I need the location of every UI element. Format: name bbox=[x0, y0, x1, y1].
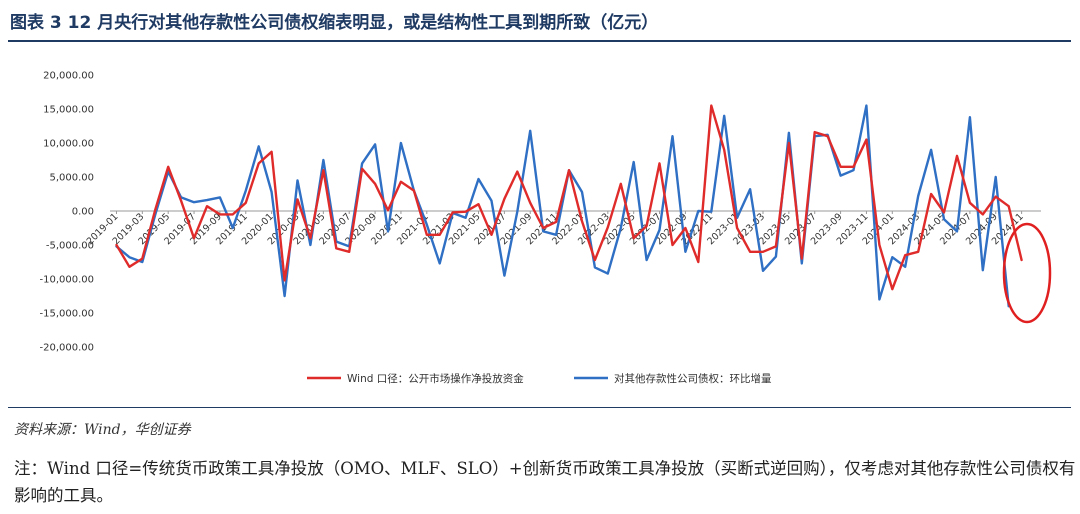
series-line-claims bbox=[115, 104, 1010, 308]
legend-item-wind: Wind 口径：公开市场操作净投放资金 bbox=[347, 372, 524, 385]
legend-item-claims: 对其他存款性公司债权：环比增量 bbox=[614, 372, 772, 385]
y-axis: -20,000.00 -15,000.00 -10,000.00 -5,000.00 0… bbox=[39, 71, 94, 354]
title-rule bbox=[8, 40, 1071, 42]
x-axis: 2019-012019-032019-052019-072019-092019-… bbox=[85, 211, 1026, 247]
y-tick-label: 20,000.00 bbox=[43, 71, 94, 82]
series-line-wind bbox=[115, 104, 1023, 291]
y-tick-label: 10,000.00 bbox=[43, 139, 94, 150]
y-tick-label: -5,000.00 bbox=[46, 241, 94, 252]
note-text: 注：Wind 口径=传统货币政策工具净投放（OMO、MLF、SLO）+创新货币政… bbox=[14, 459, 1076, 505]
figure-title: 图表 3 12 月央行对其他存款性公司债权缩表明显，或是结构性工具到期所致（亿元… bbox=[10, 13, 659, 33]
source-rule bbox=[8, 407, 1071, 408]
line-chart: -20,000.00 -15,000.00 -10,000.00 -5,000.00 0… bbox=[39, 71, 1052, 385]
highlight-ellipse bbox=[1002, 222, 1052, 324]
y-tick-label: -10,000.00 bbox=[39, 275, 94, 286]
chart-legend: Wind 口径：公开市场操作净投放资金 对其他存款性公司债权：环比增量 bbox=[307, 372, 772, 385]
y-tick-label: 15,000.00 bbox=[43, 105, 94, 116]
y-tick-label: -15,000.00 bbox=[39, 309, 94, 320]
source-text: 资料来源：Wind，华创证券 bbox=[14, 422, 191, 438]
y-tick-label: 0.00 bbox=[72, 207, 94, 218]
y-tick-label: 5,000.00 bbox=[49, 173, 94, 184]
y-tick-label: -20,000.00 bbox=[39, 343, 94, 354]
